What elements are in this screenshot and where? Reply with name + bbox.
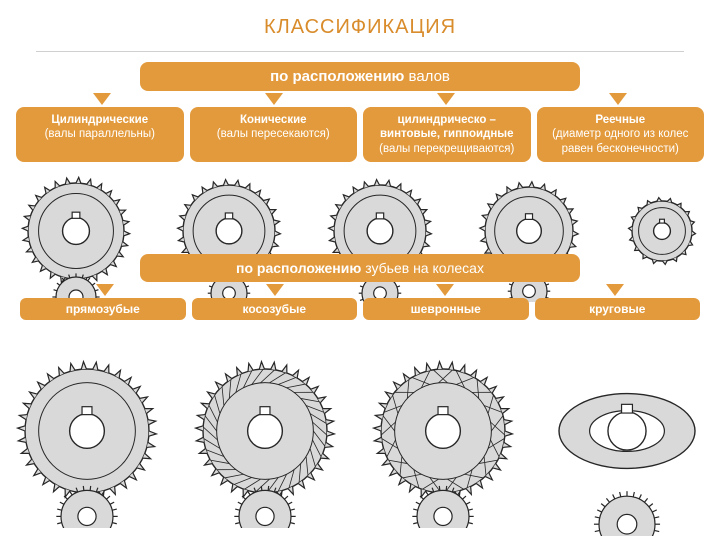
arrow-icon bbox=[437, 93, 455, 105]
gear-illustration bbox=[369, 334, 517, 528]
tree1-arrows bbox=[16, 93, 704, 105]
tree2-root-bold: по расположению bbox=[236, 260, 361, 276]
tree2-child: прямозубые bbox=[20, 298, 186, 320]
classification-tree-2: по расположению зубьев на колесах прямоз… bbox=[0, 254, 720, 320]
arrow-icon bbox=[609, 93, 627, 105]
arrow-icon bbox=[606, 284, 624, 296]
tree2-child: косозубые bbox=[192, 298, 358, 320]
gear-illustration bbox=[191, 334, 339, 528]
tree2-root-rest: зубьев на колесах bbox=[361, 260, 484, 276]
tree1-root-bold: по расположению bbox=[270, 68, 404, 85]
page-title: КЛАССИФИКАЦИЯ bbox=[0, 0, 720, 47]
tree2-root: по расположению зубьев на колесах bbox=[140, 254, 580, 282]
tree1-child-sub: (диаметр одного из колес равен бесконечн… bbox=[543, 127, 699, 156]
tree1-root: по расположению валов bbox=[140, 62, 580, 91]
gear-illustration bbox=[13, 334, 161, 528]
tree1-child-title: цилиндрическо – винтовые, гиппоидные bbox=[369, 113, 525, 142]
arrow-icon bbox=[266, 284, 284, 296]
tree1-child-sub: (валы параллельны) bbox=[22, 127, 178, 141]
tree1-child-title: Конические bbox=[196, 113, 352, 127]
tree2-child: круговые bbox=[535, 298, 701, 320]
divider bbox=[36, 51, 684, 52]
gear-illustration bbox=[547, 326, 707, 536]
arrow-icon bbox=[436, 284, 454, 296]
tree1-child-title: Реечные bbox=[543, 113, 699, 127]
tree1-root-rest: валов bbox=[404, 68, 450, 85]
arrow-icon bbox=[265, 93, 283, 105]
classification-tree-1: по расположению валов Цилиндрические(вал… bbox=[0, 62, 720, 162]
arrow-icon bbox=[93, 93, 111, 105]
gear-strip-bottom bbox=[0, 326, 720, 536]
tree2-child: шевронные bbox=[363, 298, 529, 320]
tree2-arrows bbox=[20, 284, 700, 296]
tree1-child-title: Цилиндрические bbox=[22, 113, 178, 127]
tree1-child-sub: (валы пересекаются) bbox=[196, 127, 352, 141]
tree2-children: прямозубые косозубыешевронные круговые bbox=[20, 298, 700, 320]
arrow-icon bbox=[96, 284, 114, 296]
